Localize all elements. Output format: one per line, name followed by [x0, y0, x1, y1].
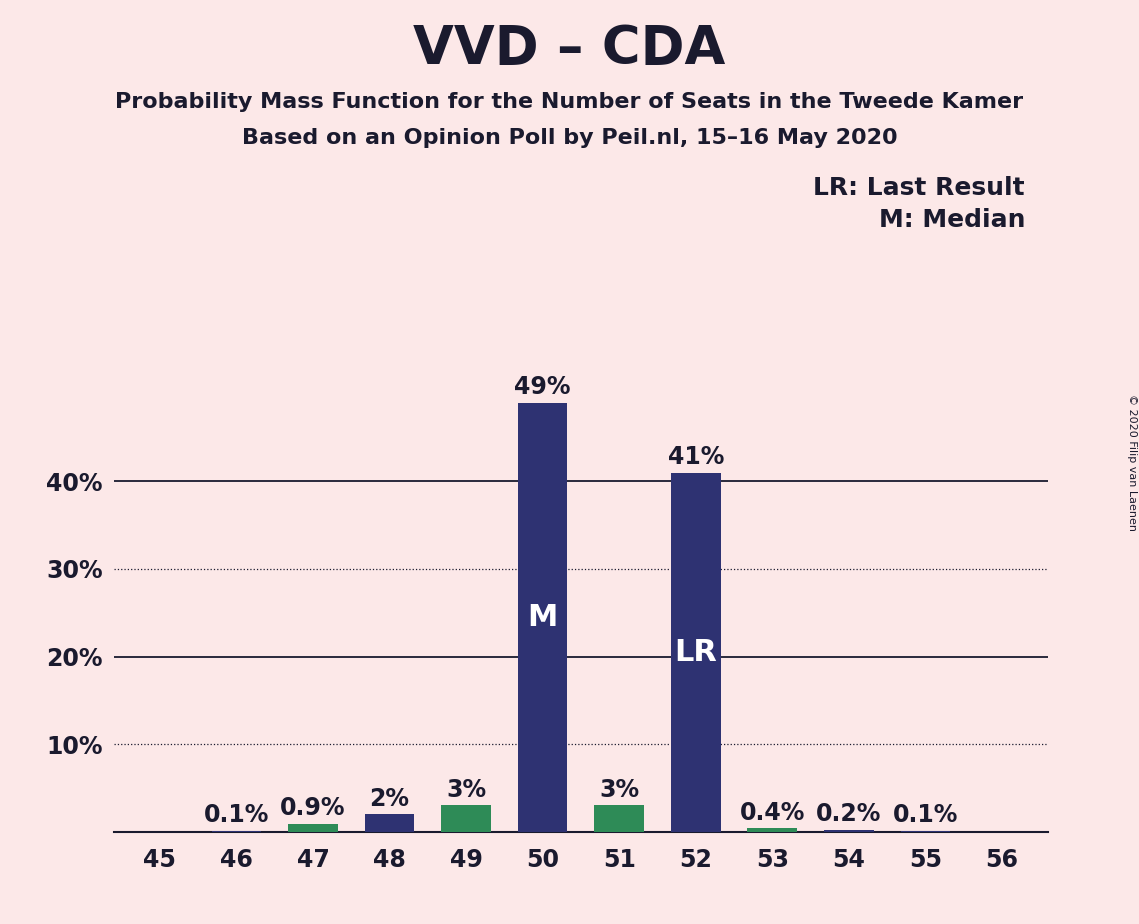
- Text: 49%: 49%: [515, 375, 571, 399]
- Bar: [671, 473, 721, 832]
- Text: 0.2%: 0.2%: [817, 802, 882, 826]
- Text: LR: LR: [674, 638, 718, 666]
- Text: 0.4%: 0.4%: [739, 800, 805, 824]
- Text: M: Median: M: Median: [878, 208, 1025, 232]
- Text: Based on an Opinion Poll by Peil.nl, 15–16 May 2020: Based on an Opinion Poll by Peil.nl, 15–…: [241, 128, 898, 148]
- Bar: [518, 403, 567, 832]
- Bar: [441, 806, 491, 832]
- Text: 3%: 3%: [446, 778, 486, 802]
- Text: © 2020 Filip van Laenen: © 2020 Filip van Laenen: [1126, 394, 1137, 530]
- Text: 0.1%: 0.1%: [204, 803, 269, 827]
- Bar: [364, 814, 415, 832]
- Text: 41%: 41%: [667, 445, 724, 469]
- Bar: [823, 830, 874, 832]
- Text: 3%: 3%: [599, 778, 639, 802]
- Bar: [595, 806, 644, 832]
- Text: Probability Mass Function for the Number of Seats in the Tweede Kamer: Probability Mass Function for the Number…: [115, 92, 1024, 113]
- Bar: [747, 828, 797, 832]
- Bar: [288, 823, 338, 832]
- Text: M: M: [527, 602, 558, 632]
- Text: 0.1%: 0.1%: [893, 803, 958, 827]
- Text: LR: Last Result: LR: Last Result: [813, 176, 1025, 200]
- Text: VVD – CDA: VVD – CDA: [413, 23, 726, 75]
- Text: 2%: 2%: [369, 786, 410, 810]
- Text: 0.9%: 0.9%: [280, 796, 346, 821]
